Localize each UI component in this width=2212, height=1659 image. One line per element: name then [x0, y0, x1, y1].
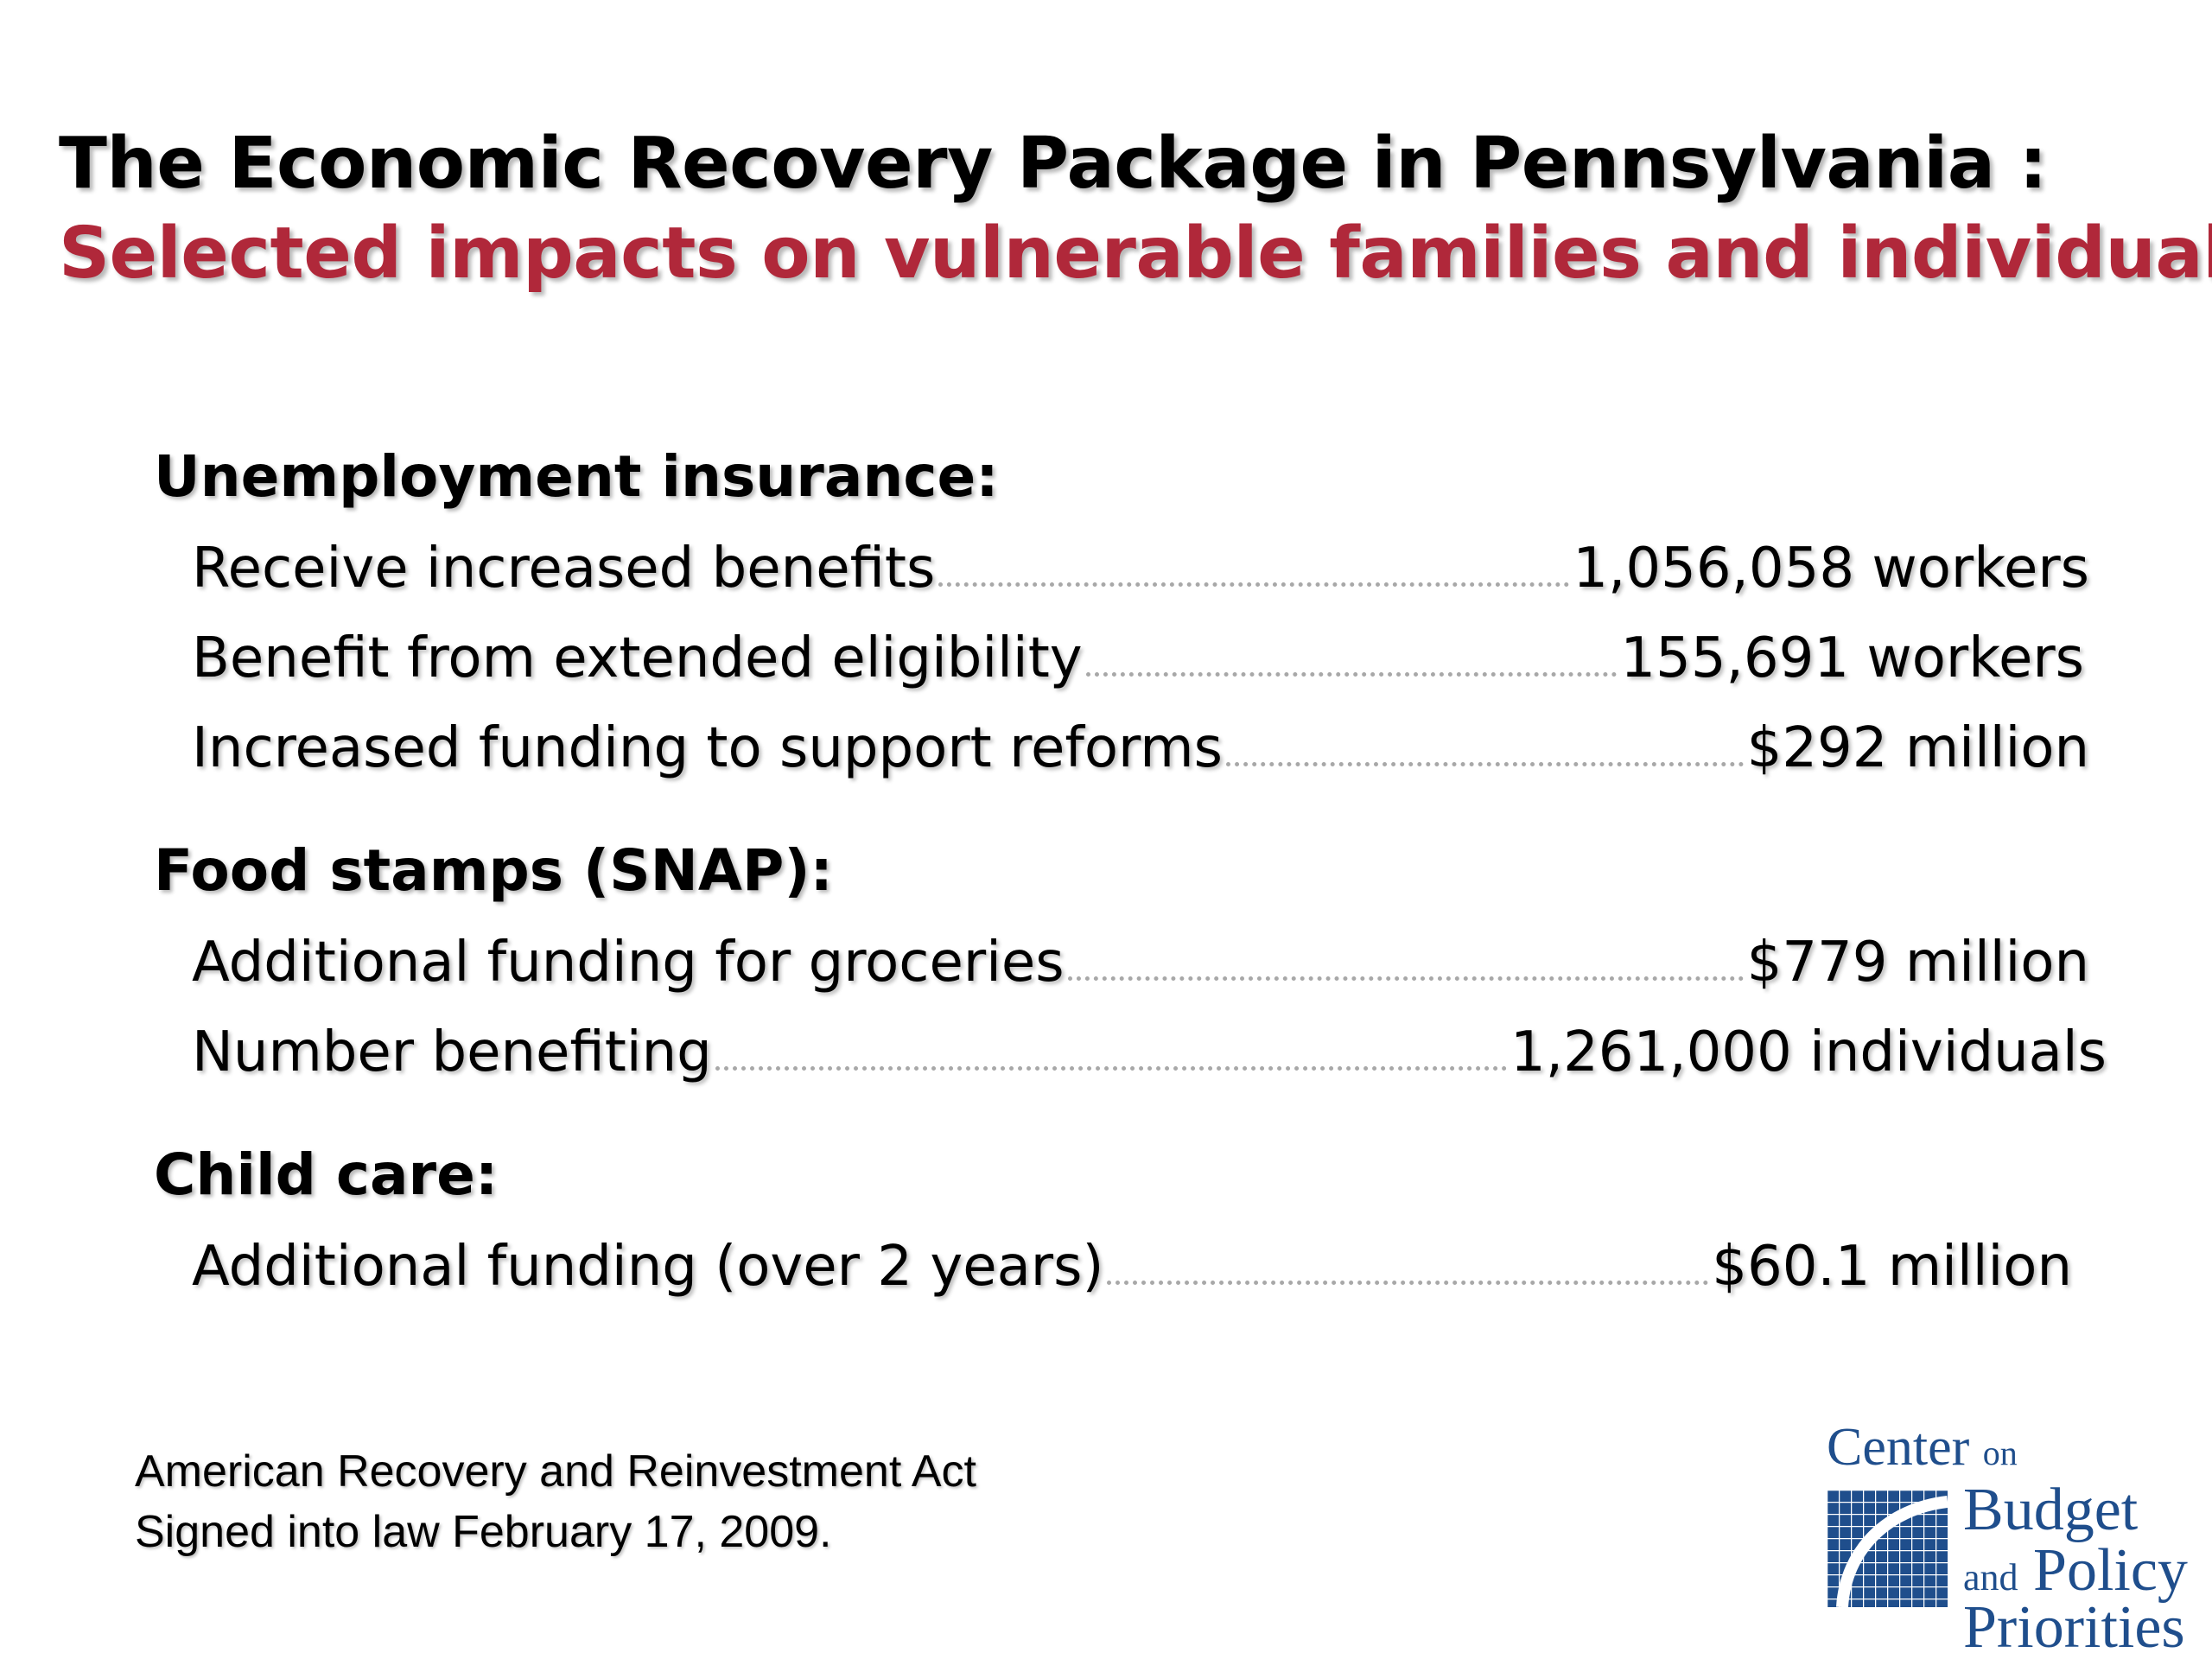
item-value: 1,261,000 individuals — [1510, 1020, 2107, 1084]
logo-grid-icon — [1827, 1490, 1948, 1607]
item-label: Number benefiting — [192, 1020, 712, 1084]
item-label: Additional funding (over 2 years) — [192, 1235, 1104, 1299]
dotted-leader — [1085, 672, 1618, 677]
title-main: The Economic Recovery Package in Pennsyl… — [59, 123, 2047, 205]
cbpp-logo: Center on Budget and Policy Priorities — [1823, 1417, 2203, 1659]
dotted-leader — [1107, 1281, 1709, 1285]
dotted-leader — [715, 1066, 1507, 1071]
item-value: $779 million — [1746, 931, 2089, 995]
item-value: 155,691 workers — [1620, 626, 2084, 690]
section-heading-unemployment: Unemployment insurance: — [154, 443, 999, 510]
item-value: $292 million — [1746, 716, 2089, 780]
logo-priorities-text: Priorities — [1963, 1594, 2185, 1659]
item-value: $60.1 million — [1712, 1235, 2072, 1299]
footnote-signed-date: Signed into law February 17, 2009. — [135, 1507, 832, 1557]
item-label: Benefit from extended eligibility — [192, 626, 1083, 690]
title-subtitle: Selected impacts on vulnerable families … — [59, 213, 2212, 295]
slide-title: The Economic Recovery Package in Pennsyl… — [59, 119, 2212, 299]
list-item: Additional funding (over 2 years) $60.1 … — [192, 1232, 2072, 1301]
section-heading-food-stamps: Food stamps (SNAP): — [154, 837, 833, 904]
item-label: Increased funding to support reforms — [192, 716, 1223, 780]
dotted-leader — [1067, 976, 1744, 981]
item-value: 1,056,058 workers — [1573, 537, 2089, 601]
list-item: Receive increased benefits 1,056,058 wor… — [192, 534, 2089, 603]
footnote: American Recovery and Reinvestment Act S… — [135, 1441, 976, 1562]
list-item: Benefit from extended eligibility 155,69… — [192, 624, 2084, 693]
logo-budget-text: Budget — [1963, 1477, 2139, 1543]
list-item: Increased funding to support reforms $29… — [192, 714, 2089, 783]
dotted-leader — [1225, 762, 1744, 766]
item-label: Receive increased benefits — [192, 537, 936, 601]
list-item: Number benefiting 1,261,000 individuals — [192, 1018, 2107, 1087]
dotted-leader — [938, 582, 1570, 587]
item-label: Additional funding for groceries — [192, 931, 1065, 995]
section-heading-child-care: Child care: — [154, 1141, 499, 1208]
list-item: Additional funding for groceries $779 mi… — [192, 928, 2089, 997]
footnote-act: American Recovery and Reinvestment Act — [135, 1446, 976, 1497]
logo-and-policy-text: and Policy — [1963, 1537, 2188, 1604]
logo-center-text: Center on — [1827, 1418, 2018, 1477]
